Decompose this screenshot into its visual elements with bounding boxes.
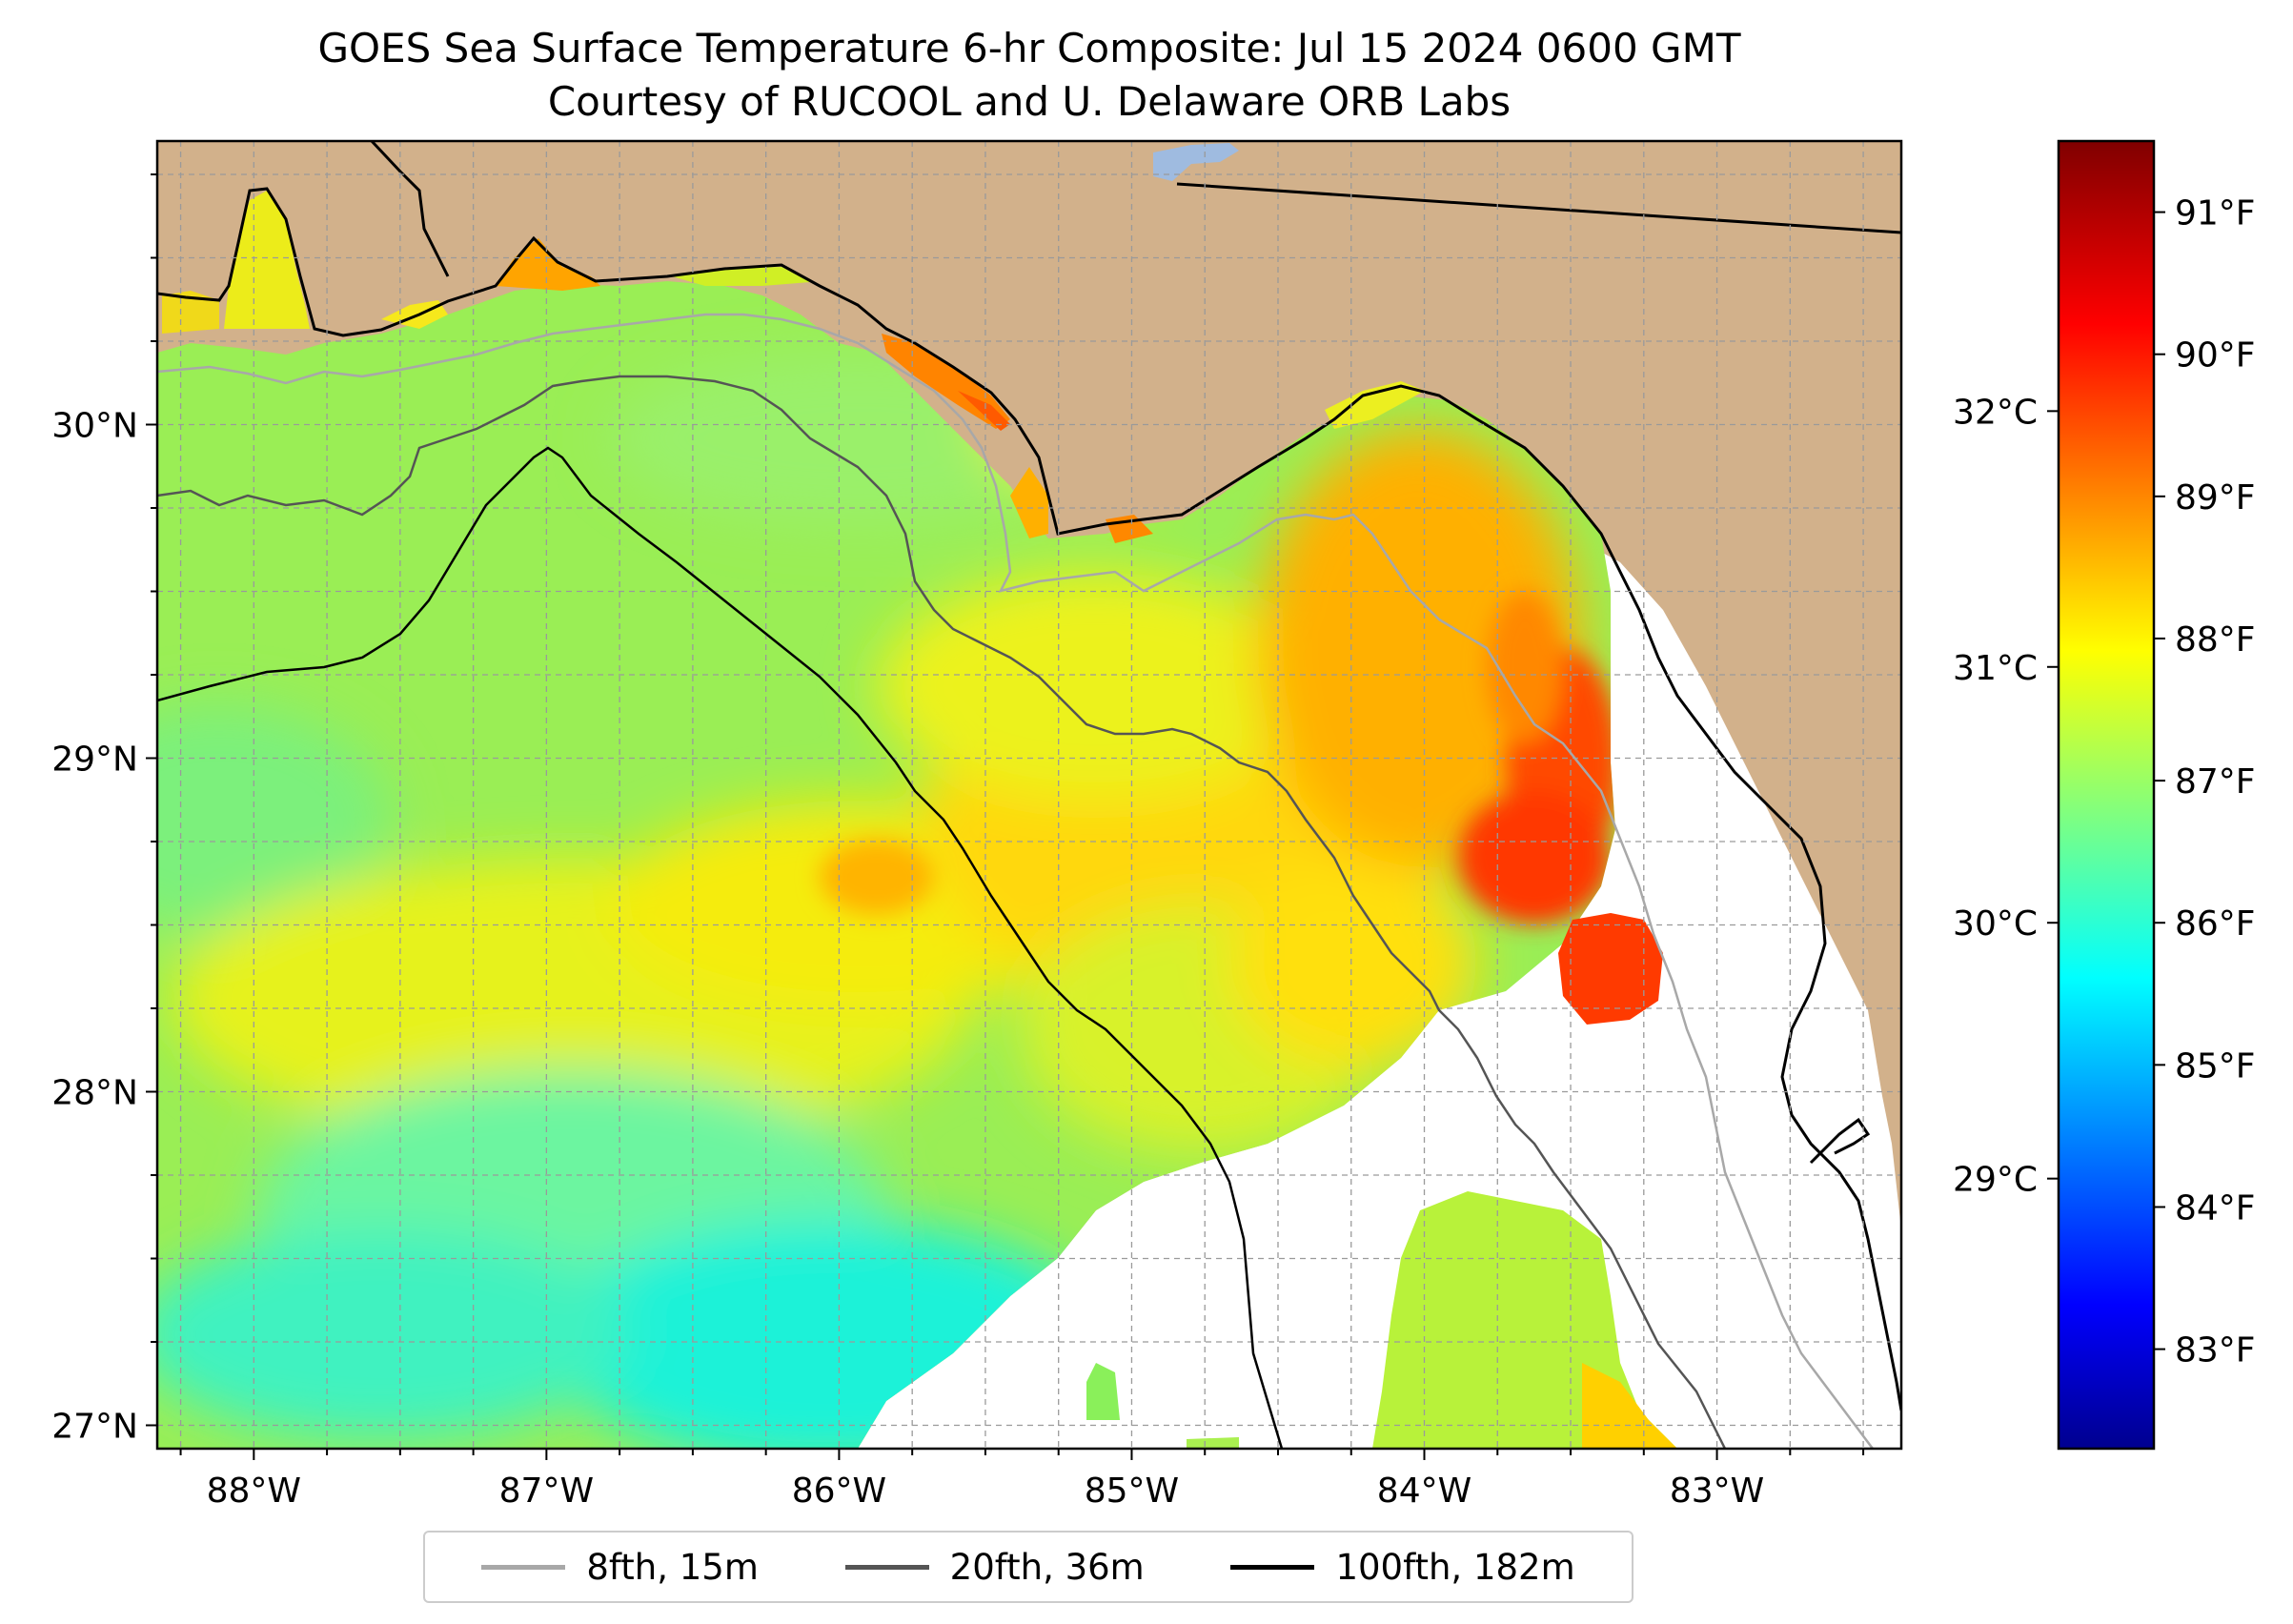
longitude-axis: 88°W 87°W 86°W 85°W 84°W 83°W [179, 1449, 1865, 1511]
colorbar-f-label: 86°F [2175, 904, 2256, 944]
lake [1153, 143, 1239, 181]
map-grid [157, 141, 1901, 1449]
lat-tick-label: 28°N [51, 1074, 138, 1113]
map-subtitle: Courtesy of RUCOOL and U. Delaware ORB L… [547, 78, 1512, 125]
lon-tick-label: 88°W [207, 1472, 301, 1511]
legend-item-20fth: 20fth, 36m [844, 1546, 1145, 1588]
legend-swatch-100fth [1230, 1564, 1315, 1570]
contour-100fth [157, 446, 1284, 1449]
colorbar-f-label: 87°F [2175, 762, 2256, 802]
colorbar-c-label: 32°C [1953, 393, 2038, 432]
map-panel [157, 141, 1901, 1449]
lat-tick-label: 30°N [51, 407, 138, 446]
colorbar-f-label: 83°F [2175, 1331, 2256, 1370]
colorbar-f-label: 90°F [2175, 336, 2256, 376]
bay-sst-patches [162, 191, 1425, 543]
map-title: GOES Sea Surface Temperature 6-hr Compos… [317, 25, 1741, 71]
lon-tick-label: 83°W [1670, 1472, 1764, 1511]
legend-swatch-20fth [844, 1564, 929, 1570]
sst-color-overlays [157, 343, 1615, 1449]
legend-label-100fth: 100fth, 182m [1335, 1546, 1575, 1588]
colorbar-c-label: 29°C [1953, 1161, 2038, 1200]
cloud-gap-area [858, 534, 1901, 1449]
colorbar-f-label: 84°F [2175, 1188, 2256, 1228]
colorbar-c-label: 30°C [1953, 904, 2038, 944]
map-frame [155, 139, 1903, 1451]
lon-tick-label: 86°W [792, 1472, 886, 1511]
lon-tick-label: 87°W [499, 1472, 594, 1511]
colorbar-f-label: 88°F [2175, 620, 2256, 660]
colorbar-f-label: 85°F [2175, 1046, 2256, 1086]
colorbar: 83°F 84°F 85°F 86°F 87°F 88°F 89°F 90°F 91°F 29°… [1953, 139, 2256, 1451]
contour-20fth [157, 375, 1727, 1449]
colorbar-celsius-scale: 29°C 30°C 31°C 32°C [1953, 393, 2059, 1200]
colorbar-c-label: 31°C [1953, 649, 2038, 688]
colorbar-frame [2057, 139, 2156, 1451]
latitude-axis: 27°N 28°N 29°N 30°N [51, 173, 157, 1447]
colorbar-f-label: 89°F [2175, 478, 2256, 518]
lat-tick-label: 27°N [51, 1408, 138, 1447]
lon-tick-label: 84°W [1377, 1472, 1471, 1511]
colorbar-gradient [2059, 141, 2154, 1449]
lat-tick-label: 29°N [51, 741, 138, 780]
legend-label-8fth: 8fth, 15m [586, 1546, 759, 1588]
legend-item-8fth: 8fth, 15m [481, 1547, 759, 1588]
bathymetry-contours [157, 313, 1874, 1449]
legend-swatch-8fth [481, 1564, 566, 1570]
contour-8fth [157, 313, 1874, 1449]
colorbar-f-label: 91°F [2175, 194, 2256, 233]
lon-tick-label: 85°W [1085, 1472, 1179, 1511]
sst-isolated-patches [1086, 913, 1677, 1449]
colorbar-fahrenheit-scale: 83°F 84°F 85°F 86°F 87°F 88°F 89°F 90°F 91°F [2154, 194, 2256, 1370]
legend-item-100fth: 100fth, 182m [1230, 1546, 1575, 1588]
contour-legend: 8fth, 15m 20fth, 36m 100fth, 182m [423, 1531, 1634, 1603]
legend-label-20fth: 20fth, 36m [949, 1546, 1145, 1588]
